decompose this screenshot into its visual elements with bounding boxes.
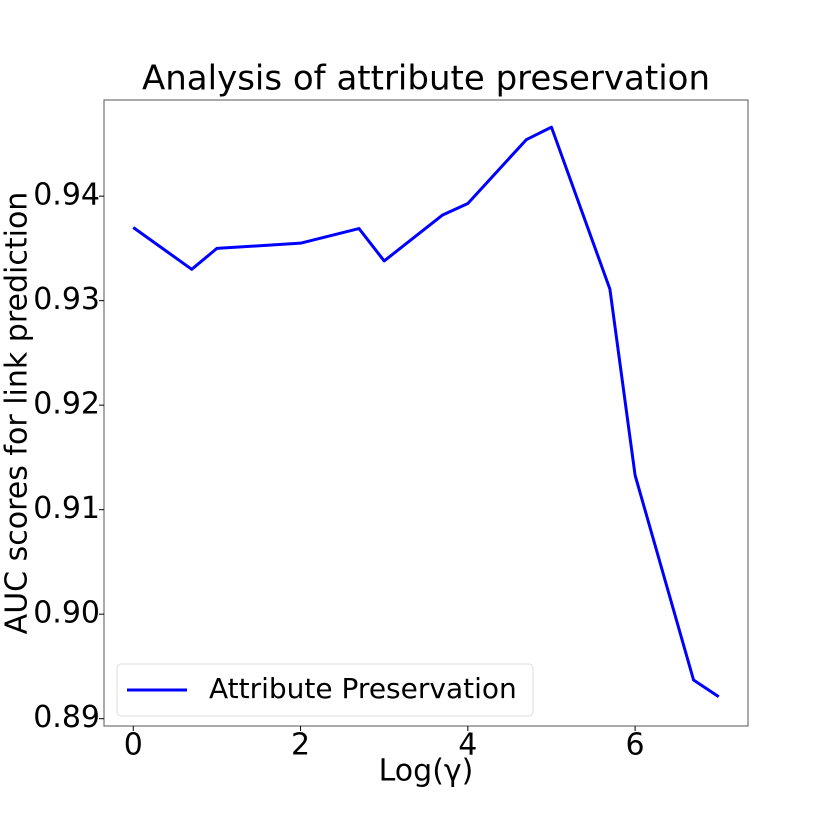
- legend-label: Attribute Preservation: [209, 672, 517, 705]
- y-tick-label: 0.94: [33, 178, 100, 213]
- x-tick-label: 6: [626, 728, 645, 763]
- x-tick-label: 2: [291, 728, 310, 763]
- x-tick-label: 0: [124, 728, 143, 763]
- x-axis-label: Log(γ): [379, 754, 474, 789]
- data-line: [132, 125, 720, 698]
- plot-frame: [103, 99, 749, 727]
- y-axis-label: AUC scores for link prediction: [0, 192, 35, 635]
- y-tick-label: 0.91: [33, 491, 100, 526]
- y-tick-label: 0.93: [33, 282, 100, 317]
- chart-title: Analysis of attribute preservation: [142, 59, 710, 99]
- x-tick-label: 4: [458, 728, 477, 763]
- y-tick-label: 0.92: [33, 387, 100, 422]
- y-tick-label: 0.90: [33, 596, 100, 631]
- legend-box: [116, 663, 534, 717]
- y-tick-label: 0.89: [33, 700, 100, 735]
